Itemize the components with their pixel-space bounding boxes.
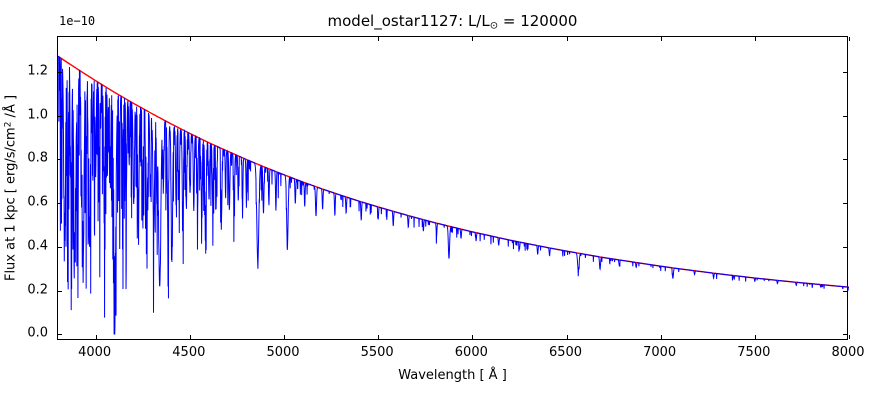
y-tick-mark bbox=[58, 71, 62, 73]
x-tick-mark bbox=[660, 335, 662, 339]
x-tick-label: 4000 bbox=[78, 345, 112, 360]
y-tick-mark-right bbox=[843, 203, 847, 205]
x-tick-mark-top bbox=[95, 37, 97, 41]
y-tick-mark bbox=[58, 115, 62, 117]
x-tick-mark-top bbox=[189, 37, 191, 41]
y-tick-mark bbox=[58, 203, 62, 205]
plot-title-subscript: ⊙ bbox=[489, 20, 499, 32]
y-tick-label: 0.6 bbox=[27, 194, 48, 210]
y-axis-exponent-label: 1e−10 bbox=[59, 14, 96, 28]
y-tick-label: 1.0 bbox=[27, 107, 48, 123]
x-tick-label: 7000 bbox=[643, 345, 677, 360]
x-tick-label: 6500 bbox=[548, 345, 583, 360]
page-title: model_ostar1127: L/L⊙ = 120000 bbox=[57, 12, 848, 32]
spectrum-line bbox=[58, 55, 849, 335]
y-tick-mark-right bbox=[843, 246, 847, 248]
x-tick-mark bbox=[189, 335, 191, 339]
y-axis-label-superscript: 2 bbox=[3, 121, 14, 128]
x-tick-label: 8000 bbox=[831, 345, 865, 360]
x-tick-mark-top bbox=[472, 37, 474, 41]
x-tick-mark-top bbox=[378, 37, 380, 41]
y-tick-mark bbox=[58, 159, 62, 161]
x-tick-mark bbox=[284, 335, 285, 339]
x-tick-label: 5000 bbox=[266, 345, 300, 360]
x-tick-label: 7500 bbox=[737, 345, 771, 360]
x-tick-mark-top bbox=[754, 37, 756, 41]
y-tick-mark-right bbox=[843, 115, 847, 117]
x-tick-label: 4500 bbox=[172, 345, 206, 360]
spectrum-plot bbox=[58, 55, 849, 335]
plot-title-suffix: = 120000 bbox=[498, 12, 578, 30]
y-tick-label: 0.8 bbox=[27, 150, 48, 166]
y-tick-mark bbox=[58, 246, 62, 248]
x-tick-mark bbox=[754, 335, 756, 339]
plot-title-prefix: model_ostar1127: L/L bbox=[327, 12, 490, 30]
y-tick-label: 0.2 bbox=[27, 282, 48, 298]
x-tick-label: 5500 bbox=[360, 345, 394, 360]
y-tick-mark bbox=[58, 290, 62, 292]
y-tick-label: 0.4 bbox=[27, 238, 48, 254]
y-tick-mark-right bbox=[843, 290, 847, 292]
x-tick-mark bbox=[378, 335, 380, 339]
y-axis-label-suffix: /Å ] bbox=[3, 94, 19, 122]
y-tick-mark-right bbox=[843, 71, 847, 73]
x-tick-mark-top bbox=[566, 37, 568, 41]
plot-axes bbox=[57, 36, 850, 340]
y-axis-label-prefix: Flux at 1 kpc [ erg/s/cm bbox=[3, 127, 19, 282]
x-tick-mark bbox=[849, 335, 850, 339]
y-tick-label: 1.2 bbox=[27, 63, 48, 79]
x-tick-mark bbox=[95, 335, 97, 339]
x-tick-label: 6000 bbox=[454, 345, 488, 360]
y-tick-mark-right bbox=[843, 159, 847, 161]
y-tick-mark bbox=[58, 334, 62, 336]
y-axis-label: Flux at 1 kpc [ erg/s/cm2 /Å ] bbox=[3, 95, 18, 281]
x-tick-mark bbox=[566, 335, 568, 339]
x-tick-mark-top bbox=[284, 37, 285, 41]
y-tick-label: 0.0 bbox=[27, 325, 48, 341]
x-tick-mark bbox=[472, 335, 474, 339]
x-tick-mark-top bbox=[660, 37, 662, 41]
x-axis-label: Wavelength [ Å ] bbox=[398, 368, 507, 383]
x-tick-mark-top bbox=[849, 37, 850, 41]
y-tick-mark-right bbox=[843, 334, 847, 336]
